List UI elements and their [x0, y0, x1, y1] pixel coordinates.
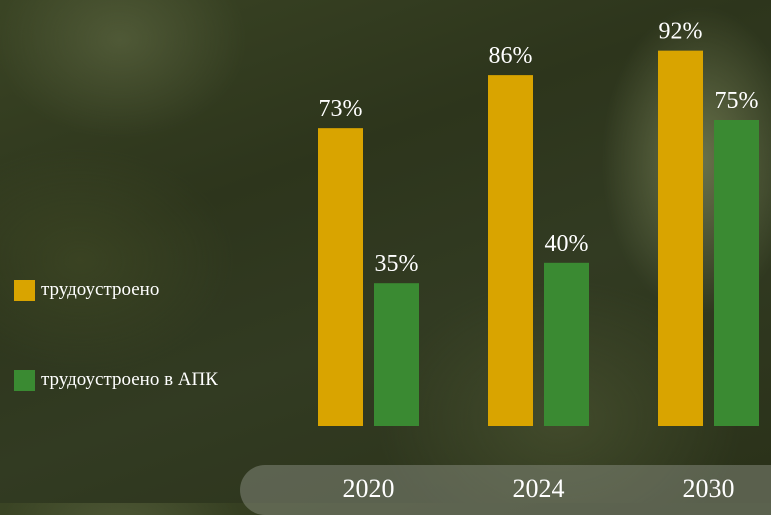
data-label-2024-series-1: 86% — [489, 43, 533, 69]
data-label-2024-series-2: 40% — [545, 231, 589, 257]
data-label-2020-series-1: 73% — [319, 96, 363, 122]
legend-item-employed-agro: трудоустроено в АПК — [14, 369, 218, 391]
bar-2020-series-2 — [374, 283, 419, 426]
x-tick-label-2020: 2020 — [343, 474, 395, 503]
bar-2030-series-1 — [658, 50, 703, 426]
bar-2020-series-1 — [318, 128, 363, 426]
bar-2024-series-1 — [488, 75, 533, 427]
legend-label-employed-agro: трудоустроено в АПК — [41, 369, 218, 390]
legend-swatch-employed-agro — [14, 369, 35, 391]
legend-item-employed: трудоустроено — [14, 279, 159, 301]
x-tick-label-2024: 2024 — [513, 474, 565, 503]
bar-chart: 73% 35% 2020 86% 40% 2024 92% 75% 2030 — [318, 19, 759, 503]
bar-2030-series-2 — [714, 120, 759, 426]
data-label-2030-series-1: 92% — [659, 19, 703, 45]
legend-label-employed: трудоустроено — [41, 279, 160, 300]
x-tick-label-2030: 2030 — [683, 474, 735, 503]
bar-2024-series-2 — [544, 262, 589, 426]
data-label-2020-series-2: 35% — [375, 251, 419, 277]
data-label-2030-series-2: 75% — [715, 88, 759, 114]
legend-swatch-employed — [14, 279, 35, 301]
